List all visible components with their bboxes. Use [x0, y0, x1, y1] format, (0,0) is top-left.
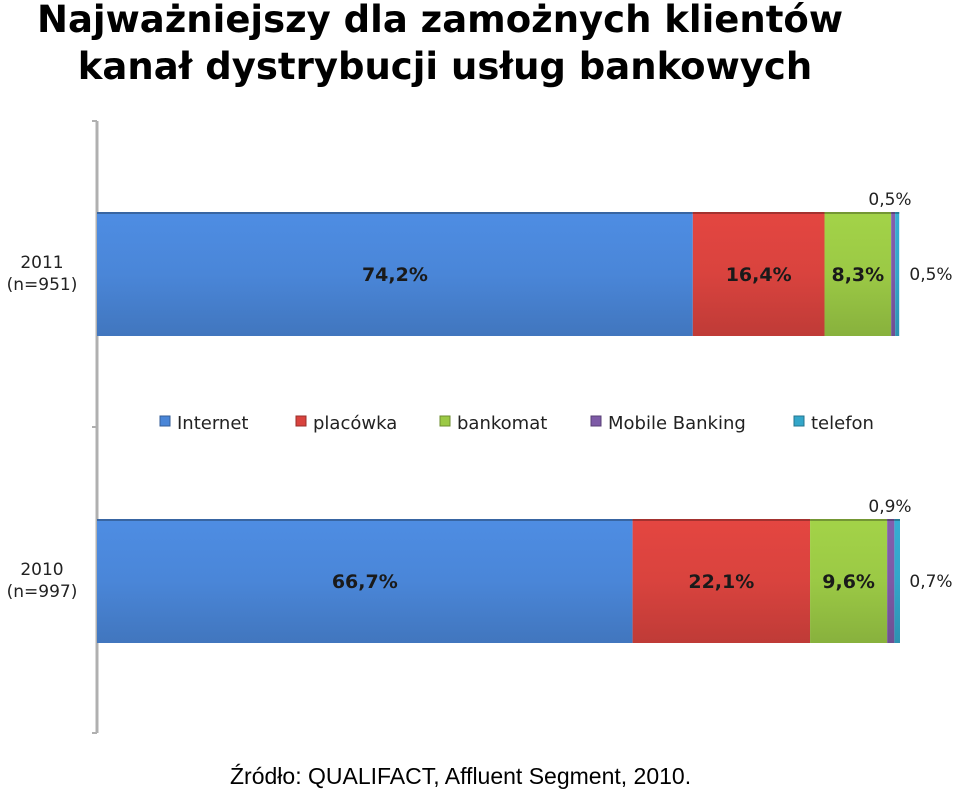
data-label-2011-bankomat: 8,3%: [831, 264, 884, 286]
bar-2010-bankomat: [810, 519, 888, 643]
category-sublabel-2011: (n=951): [7, 275, 78, 295]
category-sublabel-2010: (n=997): [7, 582, 78, 602]
chart-title-line2: kanał dystrybucji usług bankowych: [77, 45, 813, 88]
data-label-2011-internet: 74,2%: [362, 264, 428, 286]
data-label-2010-mobile-banking: 0,9%: [868, 497, 911, 517]
legend-label-internet: Internet: [177, 413, 248, 434]
category-label-2011: 2011: [20, 253, 63, 273]
data-label-2011-telefon: 0,5%: [909, 265, 952, 285]
legend-swatch-bankomat: [439, 415, 451, 427]
data-label-2010-telefon: 0,7%: [909, 572, 952, 592]
source-note: Źródło: QUALIFACT, Affluent Segment, 201…: [230, 763, 692, 789]
data-label-2010-placówka: 22,1%: [688, 571, 754, 593]
bar-2010-placówka: [632, 519, 811, 643]
data-label-2011-mobile-banking: 0,5%: [868, 190, 911, 210]
bar-2010-telefon: [894, 519, 900, 643]
legend-label-placówka: placówka: [313, 413, 397, 434]
legend-label-mobile-banking: Mobile Banking: [608, 413, 746, 434]
data-label-2010-internet: 66,7%: [332, 571, 398, 593]
bar-2010-mobile-banking: [887, 519, 895, 643]
category-label-2010: 2010: [20, 560, 63, 580]
bar-2011-internet: [97, 212, 693, 336]
legend-swatch-telefon: [793, 415, 805, 427]
bar-2011-telefon: [895, 212, 900, 336]
bar-2011-placówka: [692, 212, 825, 336]
data-label-2011-placówka: 16,4%: [726, 264, 792, 286]
legend-swatch-internet: [159, 415, 171, 427]
legend-label-bankomat: bankomat: [457, 413, 547, 434]
bar-2011-bankomat: [824, 212, 892, 336]
bar-2010-internet: [97, 519, 633, 643]
legend-swatch-placówka: [295, 415, 307, 427]
data-label-2010-bankomat: 9,6%: [822, 571, 875, 593]
chart-title-line1: Najważniejszy dla zamożnych klientów: [37, 0, 843, 41]
legend-swatch-mobile-banking: [590, 415, 602, 427]
legend-label-telefon: telefon: [811, 413, 874, 434]
bar-2011-mobile-banking: [891, 212, 896, 336]
